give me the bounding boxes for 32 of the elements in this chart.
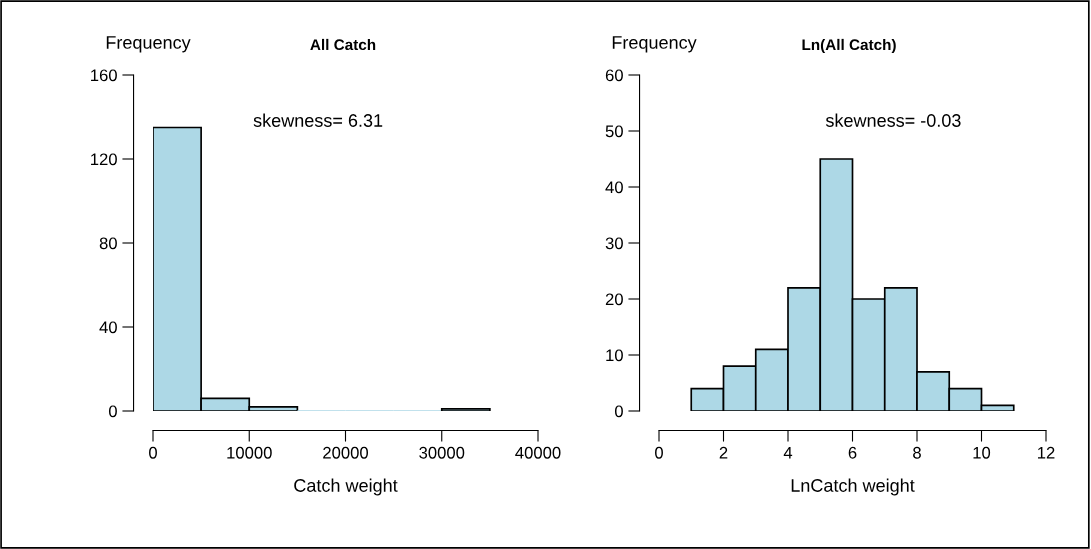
chart-title: Ln(All Catch) [802,38,896,54]
y-tick-label: 60 [605,69,623,82]
x-tick-label: 4 [783,447,793,459]
x-tick-label: 10000 [227,446,272,459]
x-tick-label: 0 [149,446,157,459]
y-axis-title: Frequency [106,36,191,53]
y-tick-label: 40 [99,321,117,334]
y-tick-label: 50 [605,125,623,138]
y-axis-title: Frequency [612,36,697,53]
x-tick-label: 12 [1038,446,1055,459]
x-tick-label: 8 [913,446,921,459]
y-tick-label: 30 [605,237,623,250]
y-tick-label: 0 [614,405,623,418]
x-tick-label: 40000 [515,446,561,459]
annotation: skewness= -0.03 [825,113,961,127]
y-tick-label: 20 [605,293,623,306]
x-tick-label: 30000 [419,446,465,459]
chart-title: All Catch [310,38,376,51]
y-tick-label: 80 [99,237,117,250]
y-tick-label: 160 [91,69,117,82]
y-tick-label: 40 [605,181,623,194]
y-tick-label: 10 [606,349,623,362]
y-tick-label: 0 [108,405,117,418]
x-tick-label: 20000 [323,446,369,459]
x-axis-title: Catch weight [294,478,398,496]
x-tick-label: 6 [848,446,857,459]
x-tick-label: 10 [973,446,991,459]
annotation: skewness= 6.31 [253,113,383,127]
x-tick-label: 0 [655,446,663,459]
x-axis-title: LnCatch weight [791,478,915,496]
y-tick-label: 120 [91,153,117,166]
x-tick-label: 2 [719,446,728,459]
